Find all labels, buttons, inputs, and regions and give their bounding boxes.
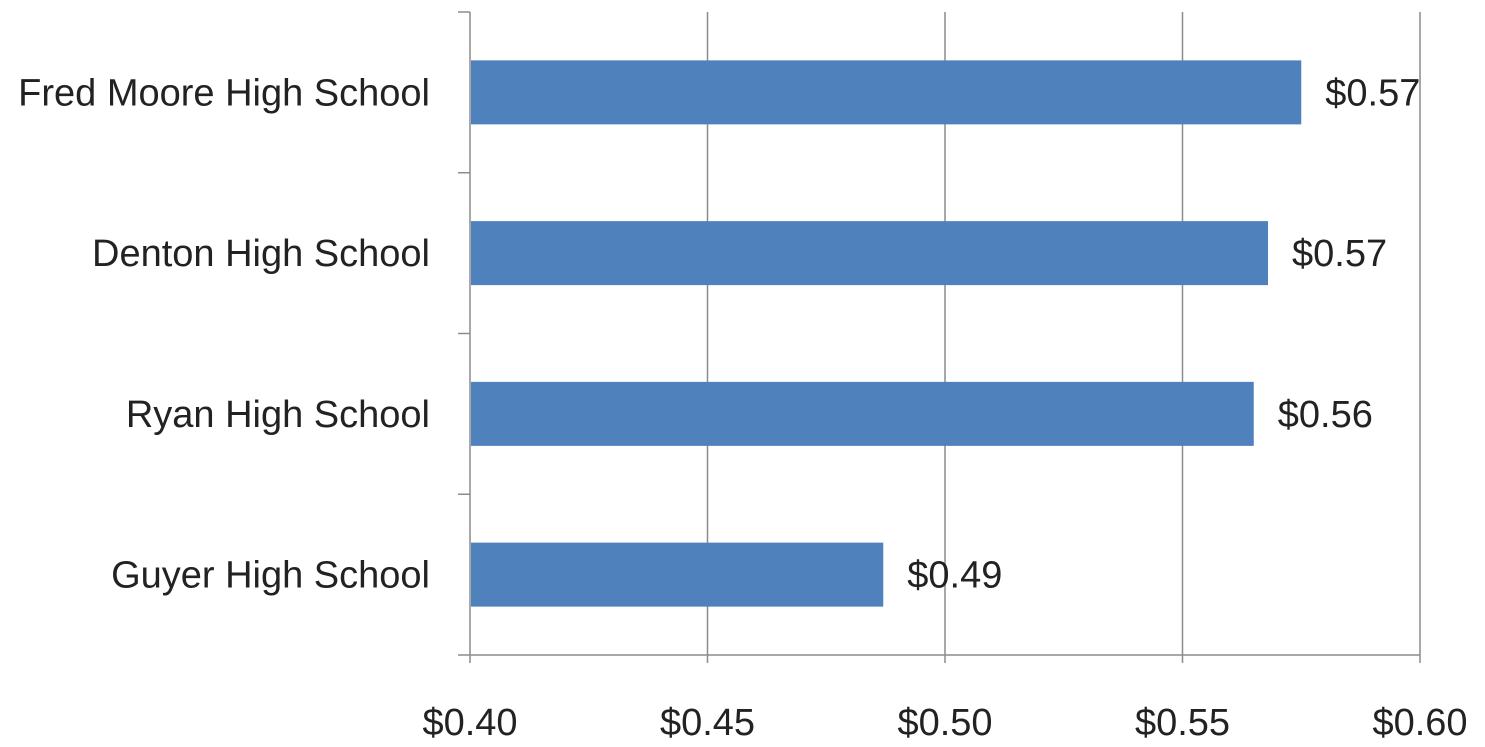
bar <box>471 542 884 607</box>
category-label: Guyer High School <box>111 555 430 597</box>
x-tick-label: $0.60 <box>1372 702 1467 744</box>
bar <box>471 381 1254 446</box>
category-label: Fred Moore High School <box>18 72 430 114</box>
value-label: $0.49 <box>907 555 1002 597</box>
category-label: Ryan High School <box>126 394 430 436</box>
labels: $0.40 $0.45 $0.50 $0.55 $0.60 Fred Moore High… <box>18 72 1467 744</box>
x-tick-label: $0.40 <box>422 702 517 744</box>
axes <box>458 11 1421 663</box>
x-tick-label: $0.45 <box>660 702 755 744</box>
x-tick-label: $0.50 <box>897 702 992 744</box>
value-label: $0.57 <box>1292 233 1387 275</box>
value-label: $0.57 <box>1325 72 1420 114</box>
bars <box>471 60 1302 607</box>
x-tick-label: $0.55 <box>1135 702 1230 744</box>
category-label: Denton High School <box>92 233 430 275</box>
bar <box>471 221 1268 286</box>
value-label: $0.56 <box>1278 394 1373 436</box>
bar <box>471 60 1302 125</box>
